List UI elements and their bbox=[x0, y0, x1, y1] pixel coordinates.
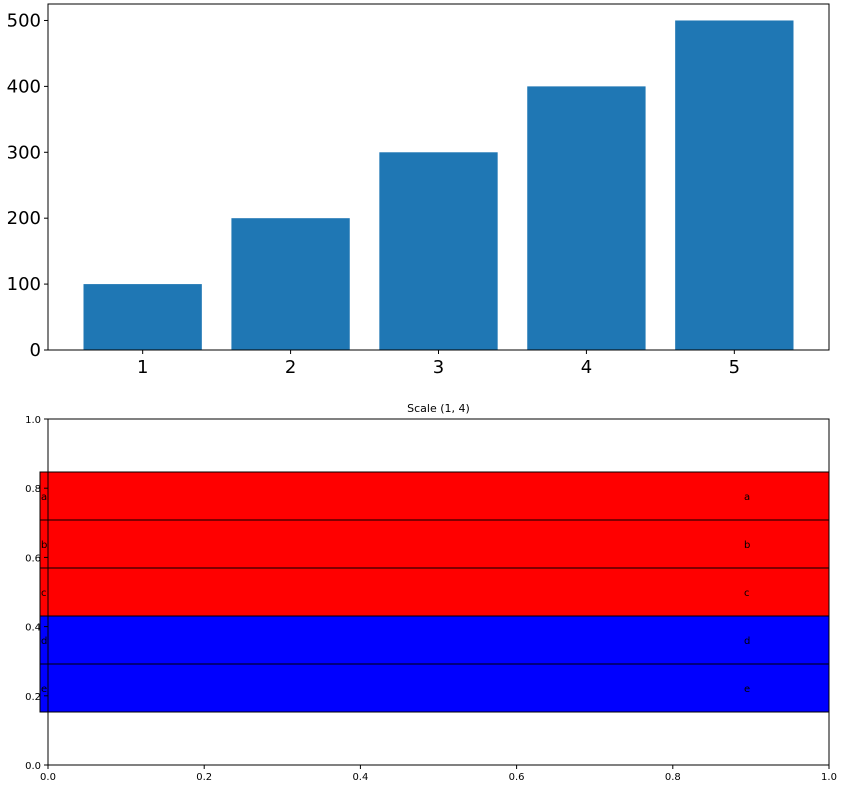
bar bbox=[231, 218, 350, 350]
y-tick-label: 0.0 bbox=[25, 761, 41, 772]
y-tick-label: 0.4 bbox=[25, 623, 41, 634]
y-tick-label: 0.8 bbox=[25, 484, 41, 495]
y-tick-label: 400 bbox=[7, 76, 41, 97]
y-tick-label: 1.0 bbox=[25, 415, 41, 426]
chart-title: Scale (1, 4) bbox=[407, 402, 470, 415]
x-tick-label: 0.6 bbox=[509, 772, 525, 783]
table-row bbox=[39, 663, 830, 713]
y-tick-label: 0.6 bbox=[25, 553, 41, 564]
cell-value: d bbox=[744, 636, 750, 647]
x-tick-label: 1.0 bbox=[821, 772, 837, 783]
x-tick-label: 0.8 bbox=[665, 772, 681, 783]
y-tick-label: 200 bbox=[7, 208, 41, 229]
bar bbox=[675, 20, 794, 350]
y-tick-label: 100 bbox=[7, 274, 41, 295]
cell-value: b bbox=[744, 540, 750, 551]
row-label: b bbox=[41, 540, 47, 551]
x-tick-label: 0.4 bbox=[352, 772, 368, 783]
x-tick-label: 2 bbox=[285, 357, 296, 378]
table-row bbox=[39, 471, 830, 521]
cell-value: e bbox=[744, 684, 750, 695]
row-label: a bbox=[41, 492, 47, 503]
x-tick-label: 1 bbox=[137, 357, 148, 378]
x-tick-label: 5 bbox=[729, 357, 740, 378]
x-tick-label: 0.2 bbox=[196, 772, 212, 783]
cell-value: c bbox=[744, 588, 750, 599]
bar bbox=[379, 152, 498, 350]
y-tick-label: 0.2 bbox=[25, 692, 41, 703]
x-tick-label: 3 bbox=[433, 357, 444, 378]
cell-value: a bbox=[744, 492, 750, 503]
bar bbox=[527, 86, 646, 350]
bar bbox=[83, 284, 202, 350]
row-label: c bbox=[41, 588, 47, 599]
table-row bbox=[39, 567, 830, 617]
x-tick-label: 0.0 bbox=[40, 772, 56, 783]
axes-frame bbox=[47, 418, 830, 766]
x-tick-label: 4 bbox=[581, 357, 592, 378]
row-label: d bbox=[41, 636, 47, 647]
y-tick-label: 300 bbox=[7, 142, 41, 163]
y-tick-label: 500 bbox=[7, 10, 41, 31]
table-row bbox=[39, 615, 830, 665]
row-label: e bbox=[41, 684, 47, 695]
y-tick-label: 0 bbox=[30, 340, 41, 361]
table-row bbox=[39, 519, 830, 569]
